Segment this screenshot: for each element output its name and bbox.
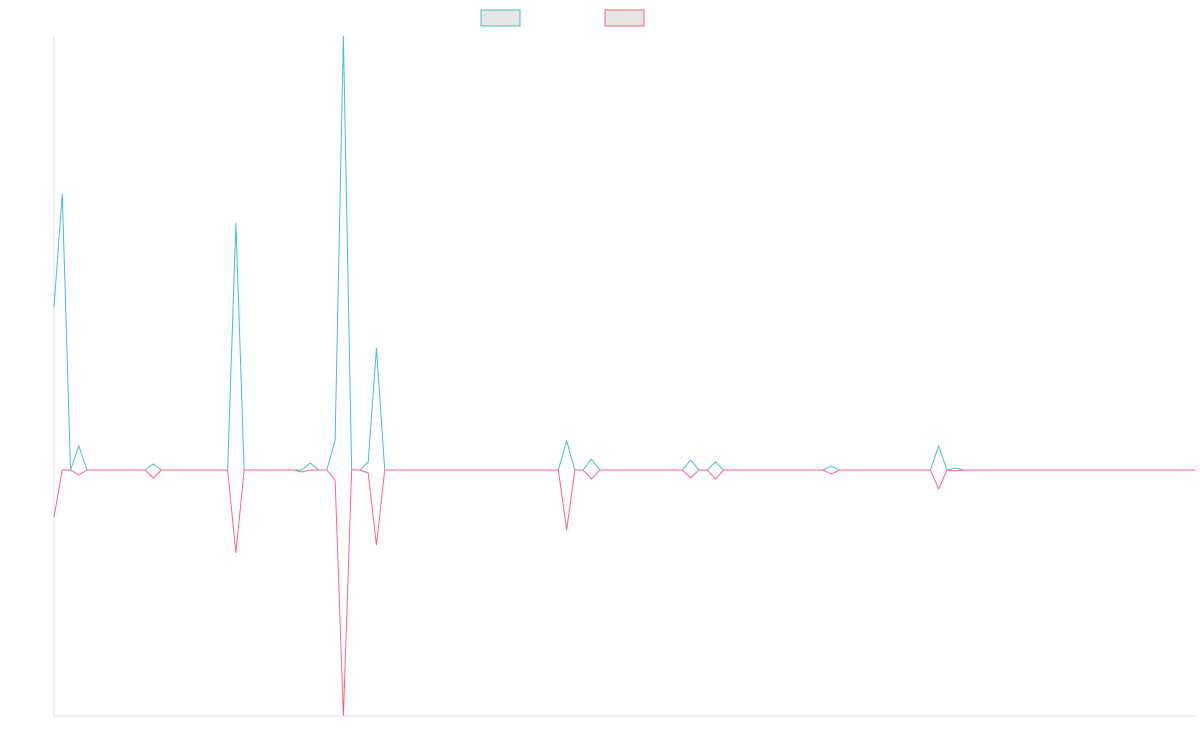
data-line — [53, 35, 1195, 471]
data-line — [53, 469, 1195, 717]
legend-swatch[interactable] — [480, 9, 521, 27]
legend-swatch[interactable] — [604, 9, 645, 27]
